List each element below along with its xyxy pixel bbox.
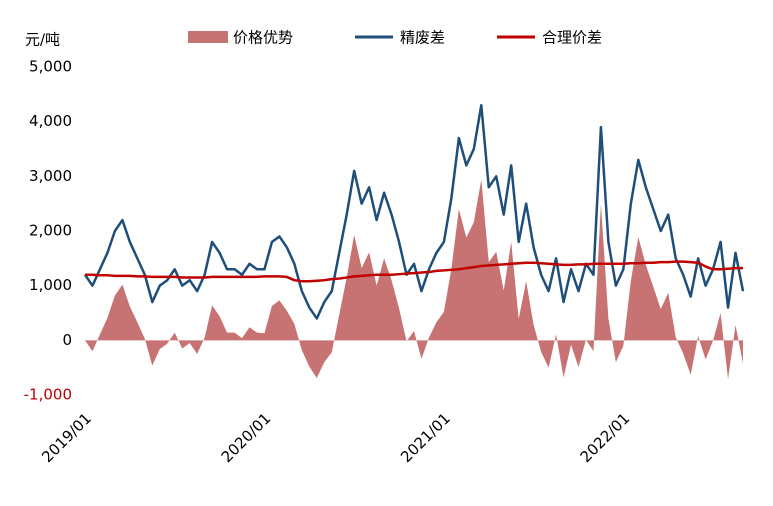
x-tick-label: 2019/01 <box>38 409 95 466</box>
legend-label: 合理价差 <box>542 29 602 47</box>
x-tick-label: 2022/01 <box>577 409 634 466</box>
line <box>85 260 743 283</box>
y-tick-label: 2,000 <box>29 222 72 240</box>
legend-label: 精废差 <box>400 29 445 47</box>
y-tick-label: 3,000 <box>29 167 72 185</box>
y-tick-label: 4,000 <box>29 112 72 130</box>
line <box>83 104 745 320</box>
legend-swatch <box>188 31 228 43</box>
y-tick-label: -1,000 <box>24 386 72 404</box>
y-tick-label: 5,000 <box>29 58 72 76</box>
x-tick-label: 2021/01 <box>397 409 454 466</box>
y-axis-label: 元/吨 <box>25 31 60 49</box>
x-tick-label: 2020/01 <box>218 409 275 466</box>
y-tick-label: 0 <box>62 331 72 349</box>
area <box>85 179 743 380</box>
y-tick-label: 1,000 <box>29 276 72 294</box>
legend-label: 价格优势 <box>233 29 293 47</box>
